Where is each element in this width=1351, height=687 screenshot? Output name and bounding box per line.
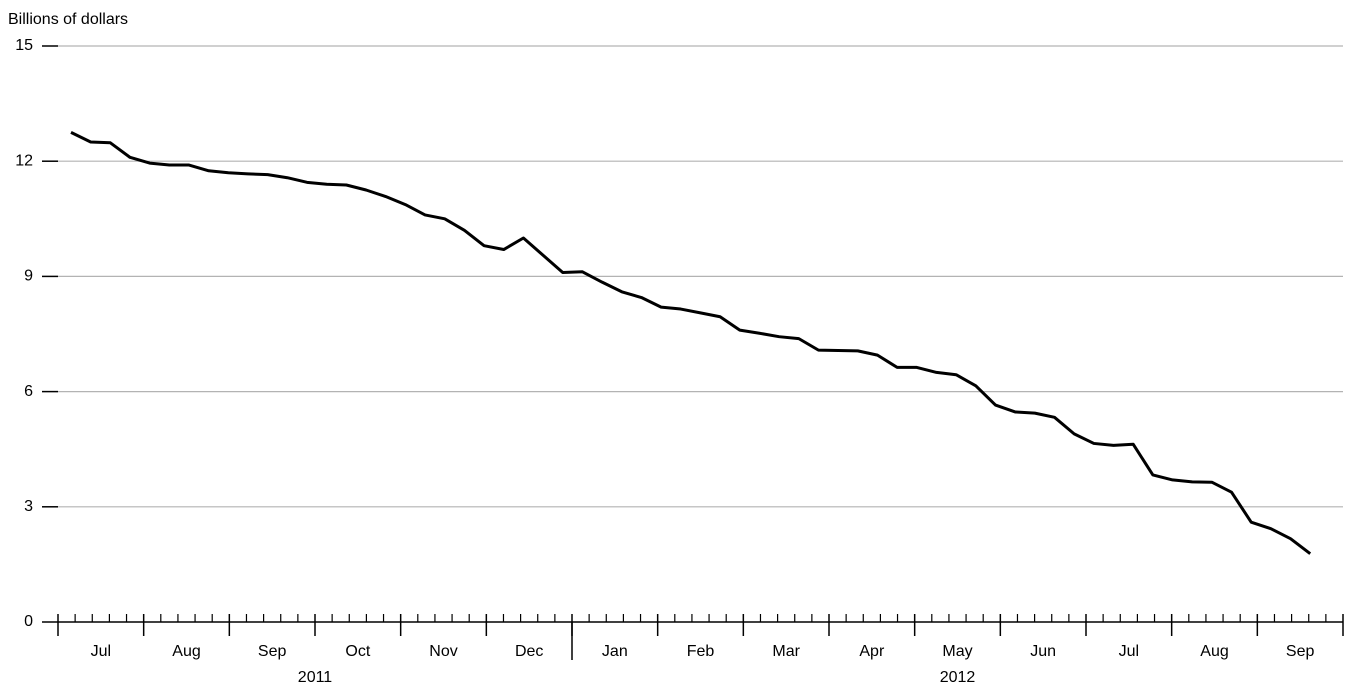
x-tick-label: Sep	[1286, 643, 1315, 660]
x-tick-label: Sep	[258, 643, 287, 660]
x-tick-label: Nov	[429, 643, 457, 660]
y-tick-label: 15	[15, 37, 33, 54]
x-tick-label: Feb	[687, 643, 715, 660]
year-label: 2012	[940, 669, 976, 686]
x-tick-label: Jan	[602, 643, 628, 660]
y-tick-label: 9	[24, 268, 33, 285]
x-tick-label: Mar	[772, 643, 800, 660]
x-tick-label: Jun	[1030, 643, 1056, 660]
x-tick-label: Jul	[1119, 643, 1139, 660]
y-axis-label: Billions of dollars	[8, 11, 128, 28]
x-tick-label: Aug	[172, 643, 200, 660]
data-line	[70, 131, 1312, 555]
x-tick-label: Apr	[859, 643, 885, 660]
x-tick-label: Dec	[515, 643, 543, 660]
x-tick-label: Aug	[1200, 643, 1228, 660]
y-tick-label: 3	[24, 498, 33, 515]
y-tick-label: 12	[15, 152, 33, 169]
x-tick-label: Oct	[345, 643, 370, 660]
y-tick-label: 6	[24, 383, 33, 400]
year-label: 2011	[298, 669, 333, 686]
x-tick-label: May	[942, 643, 972, 660]
y-tick-label: 0	[24, 613, 33, 630]
x-tick-label: Jul	[91, 643, 111, 660]
